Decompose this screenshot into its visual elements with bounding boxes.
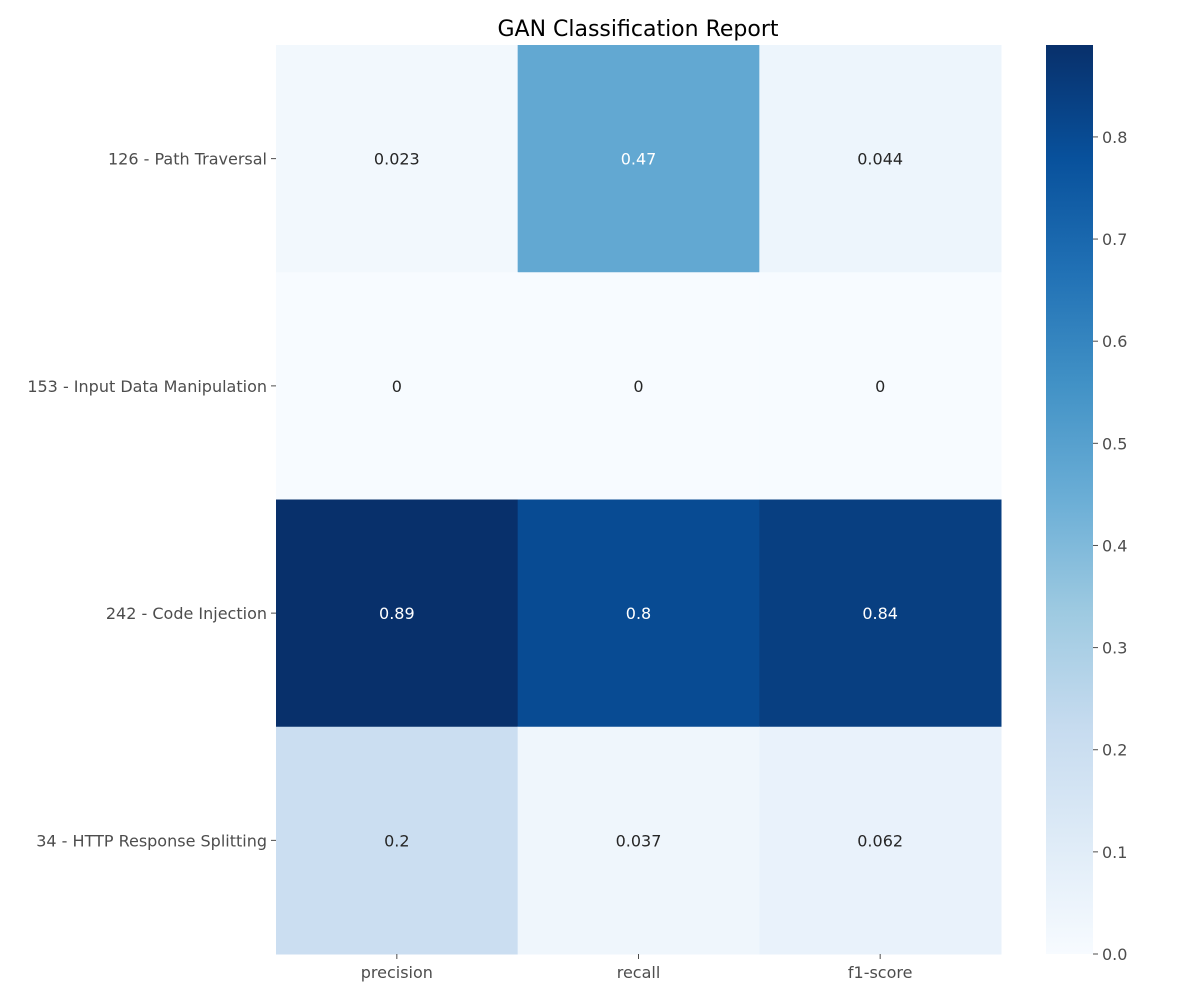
cell-value-label: 0 (392, 377, 402, 396)
row-tick-label: 126 - Path Traversal (108, 150, 267, 169)
heatmap-cell (276, 499, 519, 728)
heatmap-cell (276, 272, 519, 500)
column-tick-labels: precision recall f1-score (361, 954, 913, 982)
column-tick-label: f1-score (848, 963, 913, 982)
row-tick-label: 34 - HTTP Response Splitting (36, 831, 267, 850)
colorbar-tick-label: 0.7 (1102, 230, 1127, 249)
colorbar-tick-label: 0.0 (1102, 945, 1127, 964)
cell-value-label: 0 (633, 377, 643, 396)
colorbar-tick-label: 0.5 (1102, 434, 1127, 453)
heatmap-cell (759, 726, 1002, 955)
column-tick-label: precision (361, 963, 433, 982)
colorbar-tick-label: 0.4 (1102, 536, 1127, 555)
colorbar-tick-label: 0.6 (1102, 332, 1127, 351)
colorbar (1046, 45, 1093, 954)
heatmap-cell (759, 45, 1002, 273)
cell-value-label: 0.062 (857, 831, 903, 850)
row-tick-label: 242 - Code Injection (106, 604, 267, 623)
heatmap-cell (276, 45, 519, 273)
colorbar-tick-label: 0.3 (1102, 639, 1127, 658)
cell-value-label: 0.8 (626, 604, 651, 623)
heatmap-cell (517, 726, 760, 955)
colorbar-tick-label: 0.2 (1102, 741, 1127, 760)
heatmap-cell (276, 726, 519, 955)
cell-value-label: 0.044 (857, 150, 903, 169)
heatmap-cells: 0.023 0.47 0.044 0 0 0 0.89 0.8 0.84 0.2 0.037 0.06… (276, 45, 1002, 955)
colorbar-tick-label: 0.8 (1102, 128, 1127, 147)
colorbar-tick-label: 0.1 (1102, 843, 1127, 862)
heatmap-cell (517, 45, 760, 273)
row-tick-label: 153 - Input Data Manipulation (27, 377, 267, 396)
heatmap-cell (759, 272, 1002, 500)
heatmap-cell (517, 272, 760, 500)
column-tick-label: recall (617, 963, 661, 982)
cell-value-label: 0.47 (621, 150, 657, 169)
heatmap-cell (517, 499, 760, 728)
colorbar-ticks: 0.0 0.1 0.2 0.3 0.4 0.5 0.6 0.7 0.8 (1093, 128, 1127, 964)
row-tick-labels: 126 - Path Traversal 153 - Input Data Man… (27, 150, 276, 850)
chart-title: GAN Classification Report (497, 17, 778, 42)
cell-value-label: 0 (875, 377, 885, 396)
cell-value-label: 0.84 (862, 604, 898, 623)
cell-value-label: 0.89 (379, 604, 415, 623)
heatmap-cell (759, 499, 1002, 728)
cell-value-label: 0.023 (374, 150, 420, 169)
cell-value-label: 0.2 (384, 831, 409, 850)
cell-value-label: 0.037 (616, 831, 662, 850)
